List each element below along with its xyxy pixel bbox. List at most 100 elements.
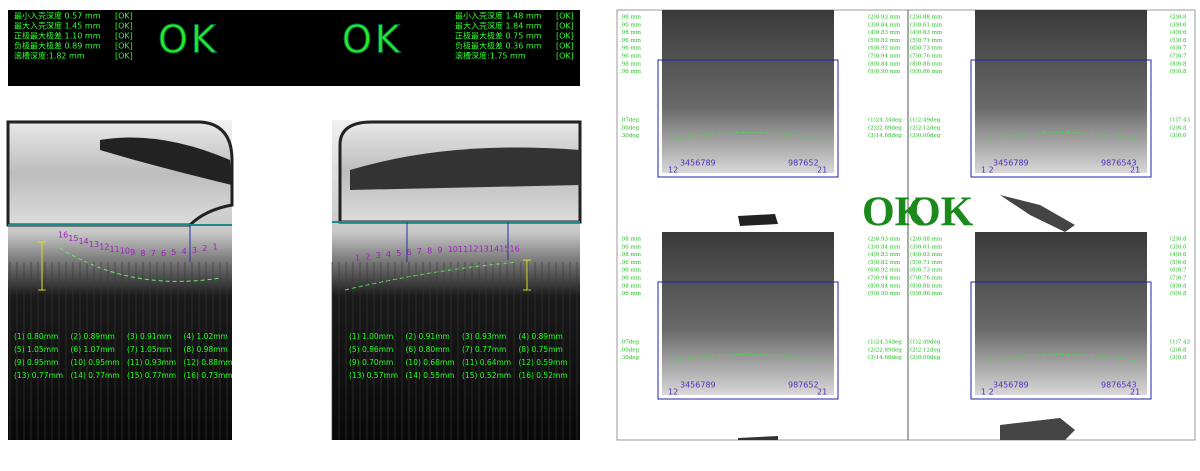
column-deg: (3)14.68deg (868, 132, 902, 139)
measurement: (14) 0.77mm (71, 371, 120, 380)
column-mm: .90 mm (620, 22, 642, 28)
streaks (9, 262, 578, 440)
column-deg: (2)22.89deg (868, 346, 902, 353)
debris (1000, 418, 1075, 440)
result: OK (862, 190, 928, 236)
column-deg: (2)6.8 (1170, 124, 1187, 131)
column-mm: .98 mm (620, 30, 642, 36)
marker: 4 (182, 247, 187, 256)
header-line: 最大入壳深度 1.84 mm (455, 21, 542, 31)
header-line: 滚槽深度:1.82 mm (14, 51, 85, 61)
marker: 13 (89, 240, 99, 249)
marker: 8 (427, 246, 432, 255)
column-mm: (9)0.86 mm (910, 290, 943, 297)
column-mm: .96 mm (620, 260, 642, 266)
column-deg: (2)2.12deg (910, 124, 941, 131)
roi-box (970, 281, 1152, 400)
measurement: (2) 0.89mm (71, 332, 115, 341)
header-line: 正极最大极差 1.10 mm (14, 31, 101, 41)
column-deg: (2)6.8 (1170, 346, 1187, 353)
quadrant-label: 3456789 (993, 159, 1029, 168)
column-mm: (8)0.8 (1170, 282, 1187, 289)
result: OK (342, 18, 403, 62)
marker: 1 (355, 254, 360, 263)
column-mm: (5)0.6 (1170, 259, 1187, 266)
quadrant-label: 3456789 (680, 381, 716, 390)
quadrant-label: 3456789 (993, 381, 1029, 390)
xray-image (662, 232, 834, 395)
roi-box (970, 59, 1152, 178)
column-mm: (5)0.82 mm (868, 37, 901, 44)
column-deg: (2)22.89deg (868, 124, 902, 131)
measurement: (1) 0.80mm (14, 332, 58, 341)
column-mm: (8)0.8 (1170, 60, 1187, 67)
column-mm: (4)0.63 mm (910, 251, 943, 258)
contour (344, 261, 519, 291)
column-mm: (8)0.84 mm (868, 282, 901, 289)
column-deg: (3)0.00deg (910, 354, 941, 361)
contour (982, 354, 1141, 363)
marker: 13 (479, 245, 489, 254)
measurement: (8) 0.98mm (184, 345, 228, 354)
xray-image (975, 232, 1147, 395)
marker: 8 (140, 249, 145, 258)
measurement: (15) 0.77mm (127, 371, 176, 380)
marker: 2 (365, 252, 370, 261)
measurement: (5) 0.86mm (349, 345, 393, 354)
column-mm: (2)0.93 mm (868, 14, 901, 21)
measurement: (9) 0.70mm (349, 358, 393, 367)
header-status: [OK] (556, 52, 574, 61)
quadrant-label: 987652 (788, 381, 819, 390)
column-deg: (3)0.0 (1170, 354, 1187, 361)
marker: 11 (458, 245, 468, 254)
marker: 7 (151, 249, 156, 258)
measurement: (9) 0.95mm (14, 358, 58, 367)
quadrant-label: 12 (668, 388, 678, 397)
measurement: (6) 0.80mm (406, 345, 450, 354)
debris (738, 436, 778, 440)
roi-box (657, 59, 839, 178)
measurement: (13) 0.77mm (14, 371, 63, 380)
measurement: (8) 0.75mm (519, 345, 563, 354)
measurement: (10) 0.95mm (71, 358, 120, 367)
measurement: (13) 0.57mm (349, 371, 398, 380)
measurement: (2) 0.91mm (406, 332, 450, 341)
measurement: (3) 0.91mm (127, 332, 171, 341)
quadrant-label: 21 (817, 166, 827, 175)
marker: 10 (448, 245, 458, 254)
column-mm: (3)0.6 (1170, 21, 1187, 28)
column-deg: .00deg (620, 125, 640, 131)
marker: 16 (58, 231, 68, 240)
contour (669, 132, 828, 141)
measurement: (15) 0.52mm (462, 371, 511, 380)
header-line: 负极最大极差 0.36 mm (455, 41, 542, 51)
marker: 4 (386, 250, 391, 259)
marker: 3 (192, 246, 197, 255)
header-status: [OK] (556, 32, 574, 41)
quadrant-label: 21 (1130, 166, 1140, 175)
measurement: (7) 1.05mm (127, 345, 171, 354)
quadrant-label: 1 2 (981, 388, 994, 397)
header-status: [OK] (115, 32, 133, 41)
marker: 9 (130, 248, 135, 257)
header-line: 正极最大极差 0.75 mm (455, 31, 542, 41)
column-mm: (5)0.71 mm (910, 37, 943, 44)
column-deg: .00deg (620, 347, 640, 353)
column-deg: (1)2.49deg (910, 117, 941, 124)
column-deg: (1)7.43 (1170, 117, 1191, 124)
measurement: (3) 0.93mm (462, 332, 506, 341)
header-line: 最小入壳深度 1.48 mm (455, 11, 542, 21)
measurement: (1) 1.00mm (349, 332, 393, 341)
column-mm: (4)0.6 (1170, 251, 1187, 258)
column-mm: (9)0.90 mm (868, 290, 901, 297)
marker: 2 (202, 244, 207, 253)
quadrant-label: 9876543 (1101, 159, 1137, 168)
debris (738, 214, 778, 226)
measurement: (4) 1.02mm (184, 332, 228, 341)
quadrant-label: 21 (817, 388, 827, 397)
result: OK (908, 190, 974, 236)
column-mm: .98 mm (620, 61, 642, 67)
column-mm: (2)0.8 (1170, 14, 1187, 21)
header-line: 最小入壳深度 0.57 mm (14, 11, 101, 21)
